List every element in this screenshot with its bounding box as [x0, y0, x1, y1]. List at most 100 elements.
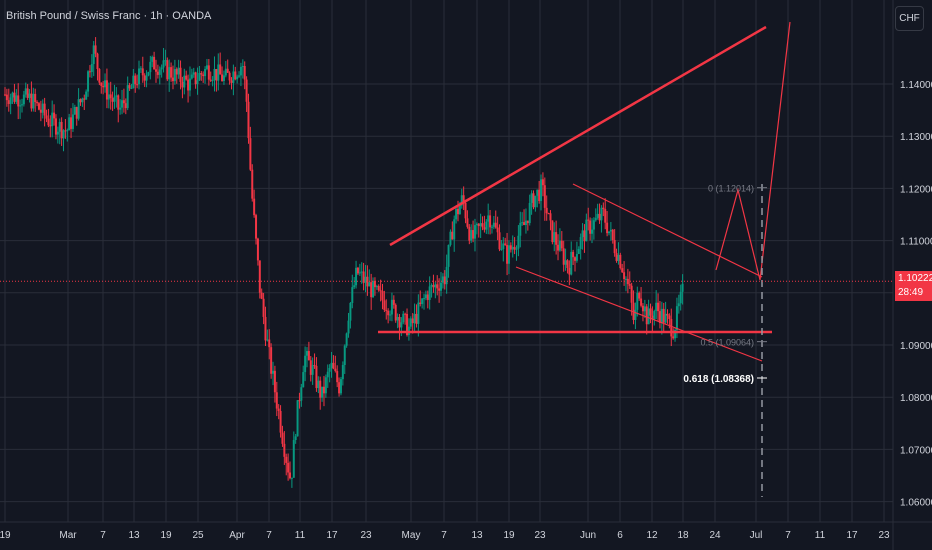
candle-body [517, 235, 520, 249]
candle-body [166, 60, 169, 80]
y-tick-label: 1.12000 [900, 184, 932, 195]
candle-body [577, 248, 580, 254]
candle-body [181, 81, 184, 88]
candle-body [7, 100, 10, 104]
candle-body [183, 75, 186, 88]
candle-body [232, 71, 235, 83]
candle-body [22, 94, 25, 105]
candle-body [349, 302, 352, 321]
candle-body [456, 208, 459, 215]
y-tick-label: 1.11000 [900, 237, 932, 248]
candle-body [171, 77, 174, 82]
candle-body [519, 222, 522, 236]
candle-body [358, 272, 361, 274]
candle-body [211, 80, 214, 82]
candle-body [372, 280, 375, 298]
candle-body [379, 290, 382, 292]
candle-body [555, 232, 558, 245]
trendline-upper[interactable] [389, 25, 767, 247]
candle-body [164, 60, 167, 62]
candle-body [319, 380, 322, 398]
candle-body [430, 285, 433, 287]
candle-body [628, 284, 631, 286]
candle-body [638, 292, 641, 299]
candle-body [441, 276, 444, 283]
candle-body [54, 118, 57, 135]
candle-body [321, 386, 324, 398]
candle-body [83, 98, 86, 100]
candle-body [139, 68, 142, 70]
candle-body [298, 400, 301, 402]
candle-body [279, 410, 282, 433]
candle-body [385, 309, 388, 311]
candle-body [192, 72, 195, 75]
candle-body [602, 207, 605, 210]
candle-body [219, 64, 222, 75]
candle-body [487, 215, 490, 222]
x-tick-label: Mar [59, 530, 77, 541]
fib-level-label: 0 (1.12014) [708, 184, 754, 194]
candle-body [124, 103, 127, 109]
candle-body [666, 313, 669, 316]
candle-body [530, 193, 533, 203]
candle-body [423, 298, 426, 300]
candle-body [234, 71, 237, 80]
candle-body [485, 221, 488, 230]
candle-body [536, 189, 539, 196]
candle-body [657, 302, 660, 312]
candle-body [438, 288, 441, 291]
candle-body [224, 68, 227, 76]
candle-body [104, 80, 107, 88]
candle-body [11, 92, 14, 98]
candle-body [187, 79, 190, 91]
candle-body [547, 213, 550, 215]
x-tick-label: 6 [617, 530, 623, 541]
x-tick-label: 12 [646, 530, 658, 541]
candle-body [479, 223, 482, 227]
candle-body [26, 88, 29, 98]
candle-body [307, 351, 310, 361]
candle-body [458, 205, 461, 215]
candle-body [173, 69, 176, 82]
candle-body [34, 93, 37, 103]
channel-upper-line[interactable] [572, 183, 763, 278]
candle-body [562, 248, 565, 265]
candle-body [145, 75, 148, 81]
candle-body [117, 95, 120, 110]
candle-body [290, 477, 293, 479]
candle-body [32, 93, 35, 109]
candle-body [264, 316, 267, 341]
fib-level-label: 0.618 (1.08368) [683, 374, 754, 385]
candle-body [154, 69, 157, 72]
candle-body [90, 64, 93, 72]
channel-lower-line[interactable] [515, 266, 763, 362]
candle-body [121, 100, 124, 108]
candle-body [262, 298, 265, 317]
candle-body [147, 72, 150, 76]
candle-body [540, 179, 543, 201]
candle-body [272, 370, 275, 374]
candle-body [188, 78, 191, 91]
candle-body [24, 88, 27, 95]
candle-body [241, 66, 244, 68]
candle-body [553, 232, 556, 243]
candle-body [249, 138, 252, 170]
candle-body [506, 244, 509, 264]
candle-body [75, 106, 78, 119]
candle-body [360, 271, 363, 273]
candle-body [128, 85, 131, 89]
candle-body [558, 240, 561, 251]
fib-level-label: 0.5 (1.09064) [700, 338, 754, 348]
candle-body [324, 377, 327, 394]
candle-body [304, 355, 307, 373]
candle-body [513, 246, 516, 250]
candle-body [521, 222, 524, 224]
candle-body [619, 254, 622, 269]
candle-body [398, 316, 401, 328]
symbol-title: British Pound / Swiss Franc · 1h · OANDA [6, 10, 212, 22]
candle-body [338, 382, 341, 394]
candle-body [617, 254, 620, 261]
projection-path[interactable] [715, 21, 791, 281]
currency-button[interactable]: CHF [895, 6, 924, 31]
